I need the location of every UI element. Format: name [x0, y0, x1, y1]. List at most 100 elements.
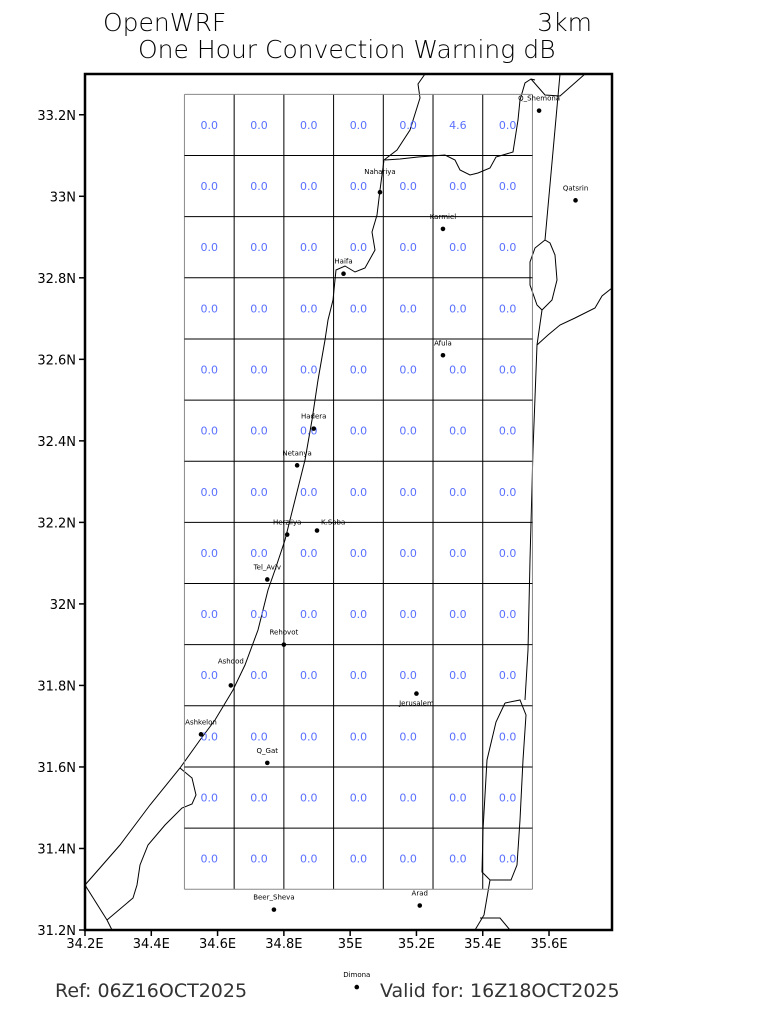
grid-value: 0.0 [399, 792, 417, 805]
grid-value: 0.0 [350, 180, 368, 193]
grid-value: 0.0 [201, 608, 219, 621]
grid-value: 0.0 [499, 730, 517, 743]
grid-value: 0.0 [201, 730, 219, 743]
x-tick-label: 34.2E [66, 937, 103, 952]
valid-time: Valid for: 16Z18OCT2025 [380, 980, 620, 1002]
y-tick-label: 32N [50, 598, 76, 613]
city-dot [417, 903, 423, 908]
border-line [530, 73, 586, 97]
city-label: Nahariya [364, 168, 396, 176]
grid-value: 0.0 [399, 119, 417, 132]
grid-value: 0.0 [449, 302, 467, 315]
grid-value: 0.0 [250, 608, 268, 621]
city-dot [440, 226, 446, 232]
city-label: Ashkelon [185, 718, 217, 726]
grid-value: 0.0 [300, 241, 318, 254]
border-line [480, 917, 511, 931]
x-tick-label: 34.6E [199, 937, 236, 952]
y-tick-label: 32.6N [37, 353, 76, 368]
grid-value: 0.0 [250, 180, 268, 193]
grid-value: 0.0 [499, 425, 517, 438]
border-line [544, 73, 561, 241]
grid-value: 0.0 [350, 730, 368, 743]
grid-value: 0.0 [499, 792, 517, 805]
y-tick-label: 32.8N [37, 272, 76, 287]
grid-value: 0.0 [250, 241, 268, 254]
grid-value: 0.0 [399, 547, 417, 560]
border-line [84, 73, 426, 886]
grid-value: 0.0 [350, 853, 368, 866]
grid-value: 0.0 [201, 792, 219, 805]
city-label: Netanya [282, 449, 311, 457]
city-dot [271, 907, 277, 912]
x-tick-label: 35.6E [530, 937, 567, 952]
city-dot [440, 352, 446, 358]
grid-value: 0.0 [499, 302, 517, 315]
grid-value: 0.0 [250, 425, 268, 438]
grid-value: 0.0 [250, 486, 268, 499]
city-label: K.Saba [321, 519, 345, 527]
grid-value: 0.0 [499, 241, 517, 254]
border-line [481, 699, 527, 881]
coastline-borders [84, 73, 613, 931]
grid-value: 0.0 [499, 119, 517, 132]
city-label: Q_Shemona [518, 95, 560, 103]
y-tick-label: 31.2N [37, 924, 76, 939]
grid-value: 0.0 [250, 853, 268, 866]
y-tick-label: 31.4N [37, 842, 76, 857]
border-line [84, 884, 108, 921]
grid-value: 0.0 [300, 180, 318, 193]
grid-value: 0.0 [250, 364, 268, 377]
grid-value: 0.0 [499, 364, 517, 377]
grid-value: 4.6 [449, 119, 467, 132]
y-tick-label: 33N [50, 190, 76, 205]
grid-value: 0.0 [449, 730, 467, 743]
grid-value: 0.0 [449, 486, 467, 499]
city-dot [311, 426, 316, 431]
x-tick-label: 34.8E [265, 937, 302, 952]
border-line [474, 879, 491, 931]
grid-value: 0.0 [350, 792, 368, 805]
grid-value: 0.0 [300, 547, 318, 560]
grid-value: 0.0 [350, 608, 368, 621]
grid-value: 0.0 [449, 669, 467, 682]
city-dot [264, 577, 270, 582]
city-dot [294, 463, 300, 468]
y-tick-label: 33.2N [37, 109, 76, 124]
grid-value: 0.0 [449, 241, 467, 254]
y-tick-label: 32.4N [37, 435, 76, 450]
grid-value: 0.0 [499, 486, 517, 499]
grid-value: 0.0 [250, 302, 268, 315]
grid-value: 0.0 [399, 608, 417, 621]
model-name: OpenWRF [103, 8, 226, 37]
grid-value: 0.0 [300, 853, 318, 866]
grid-value: 0.0 [300, 119, 318, 132]
city-dot [314, 528, 320, 533]
grid-value: 0.0 [449, 364, 467, 377]
city-label: Ashdod [218, 657, 244, 665]
y-tick-label: 31.6N [37, 761, 76, 776]
grid-value: 0.0 [250, 119, 268, 132]
grid-value: 0.0 [201, 119, 219, 132]
grid-value: 0.0 [300, 608, 318, 621]
grid-value: 0.0 [300, 364, 318, 377]
grid-value: 0.0 [499, 608, 517, 621]
y-tick-label: 31.8N [37, 679, 76, 694]
city-dot [573, 198, 578, 203]
city-markers: Q_Shemona Qatsrin Nahariya Karmiel Haifa Aful… [185, 95, 588, 990]
grid-value: 0.0 [449, 547, 467, 560]
city-dot [264, 760, 270, 766]
grid-value: 0.0 [300, 425, 318, 438]
grid-value: 0.0 [250, 792, 268, 805]
grid-value: 0.0 [399, 180, 417, 193]
resolution-label: 3km [537, 8, 592, 37]
city-label: Hadera [301, 413, 326, 421]
grid-value: 0.0 [499, 180, 517, 193]
x-tick-label: 35E [338, 937, 363, 952]
plot-frame [83, 72, 614, 932]
grid-value: 0.0 [449, 425, 467, 438]
grid-value: 0.0 [399, 853, 417, 866]
grid-value: 0.0 [350, 302, 368, 315]
grid-value: 0.0 [250, 669, 268, 682]
